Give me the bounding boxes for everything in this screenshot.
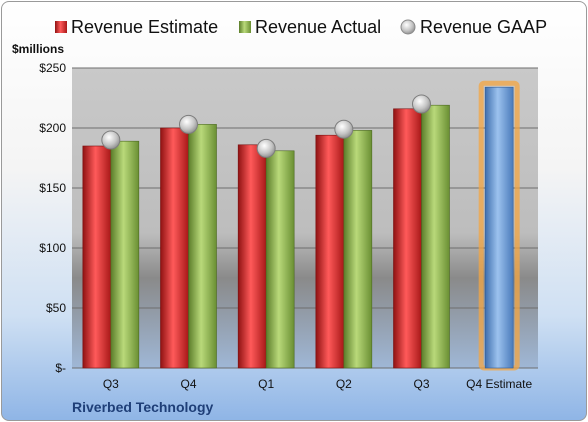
bar-q4-estimate bbox=[484, 86, 514, 369]
bars-group bbox=[82, 80, 520, 371]
bar-revenue-estimate bbox=[82, 145, 112, 369]
plot-area bbox=[72, 68, 538, 368]
legend: Revenue Estimate Revenue Actual Revenue … bbox=[55, 17, 547, 37]
x-tick-label: Q3 bbox=[103, 377, 119, 391]
y-tick-label: $150 bbox=[39, 181, 66, 195]
legend-swatch-gaap bbox=[400, 19, 416, 35]
x-tick-label: Q1 bbox=[258, 377, 274, 391]
y-tick-label: $- bbox=[55, 361, 66, 375]
bar-revenue-estimate bbox=[160, 127, 189, 369]
bar-revenue-actual bbox=[110, 140, 140, 369]
bar-revenue-estimate bbox=[237, 144, 267, 369]
marker-revenue-gaap bbox=[256, 138, 276, 158]
marker-revenue-gaap bbox=[412, 94, 431, 114]
marker-revenue-gaap bbox=[334, 119, 354, 139]
x-tick-label: Q3 bbox=[413, 377, 429, 391]
bar-revenue-estimate bbox=[393, 108, 422, 369]
y-axis: $- $50 $100 $150 $200 $250 bbox=[39, 61, 66, 375]
legend-swatch-estimate bbox=[55, 21, 67, 33]
x-tick-label: Q4 bbox=[180, 377, 196, 391]
x-axis: Q3 Q4 Q1 Q2 Q3 Q4 Estimate bbox=[103, 377, 533, 391]
bar-revenue-actual bbox=[421, 104, 450, 369]
x-tick-label: Q4 Estimate bbox=[466, 377, 532, 391]
bar-revenue-actual bbox=[188, 124, 217, 369]
marker-revenue-gaap bbox=[179, 114, 198, 134]
legend-swatch-actual bbox=[239, 21, 251, 33]
y-axis-unit-label: $millions bbox=[12, 42, 64, 56]
y-tick-label: $100 bbox=[39, 241, 66, 255]
company-name: Riverbed Technology bbox=[72, 399, 214, 415]
legend-label-gaap: Revenue GAAP bbox=[420, 17, 547, 37]
legend-label-estimate: Revenue Estimate bbox=[71, 17, 218, 37]
y-tick-label: $250 bbox=[39, 61, 66, 75]
gaap-markers bbox=[101, 94, 431, 158]
grid-lines bbox=[72, 67, 538, 369]
x-tick-label: Q2 bbox=[336, 377, 352, 391]
y-tick-label: $200 bbox=[39, 121, 66, 135]
bar-revenue-actual bbox=[265, 150, 295, 369]
y-tick-label: $50 bbox=[46, 301, 66, 315]
marker-revenue-gaap bbox=[101, 130, 121, 150]
bar-revenue-actual bbox=[343, 130, 373, 369]
bar-revenue-estimate bbox=[315, 134, 345, 369]
legend-label-actual: Revenue Actual bbox=[255, 17, 381, 37]
